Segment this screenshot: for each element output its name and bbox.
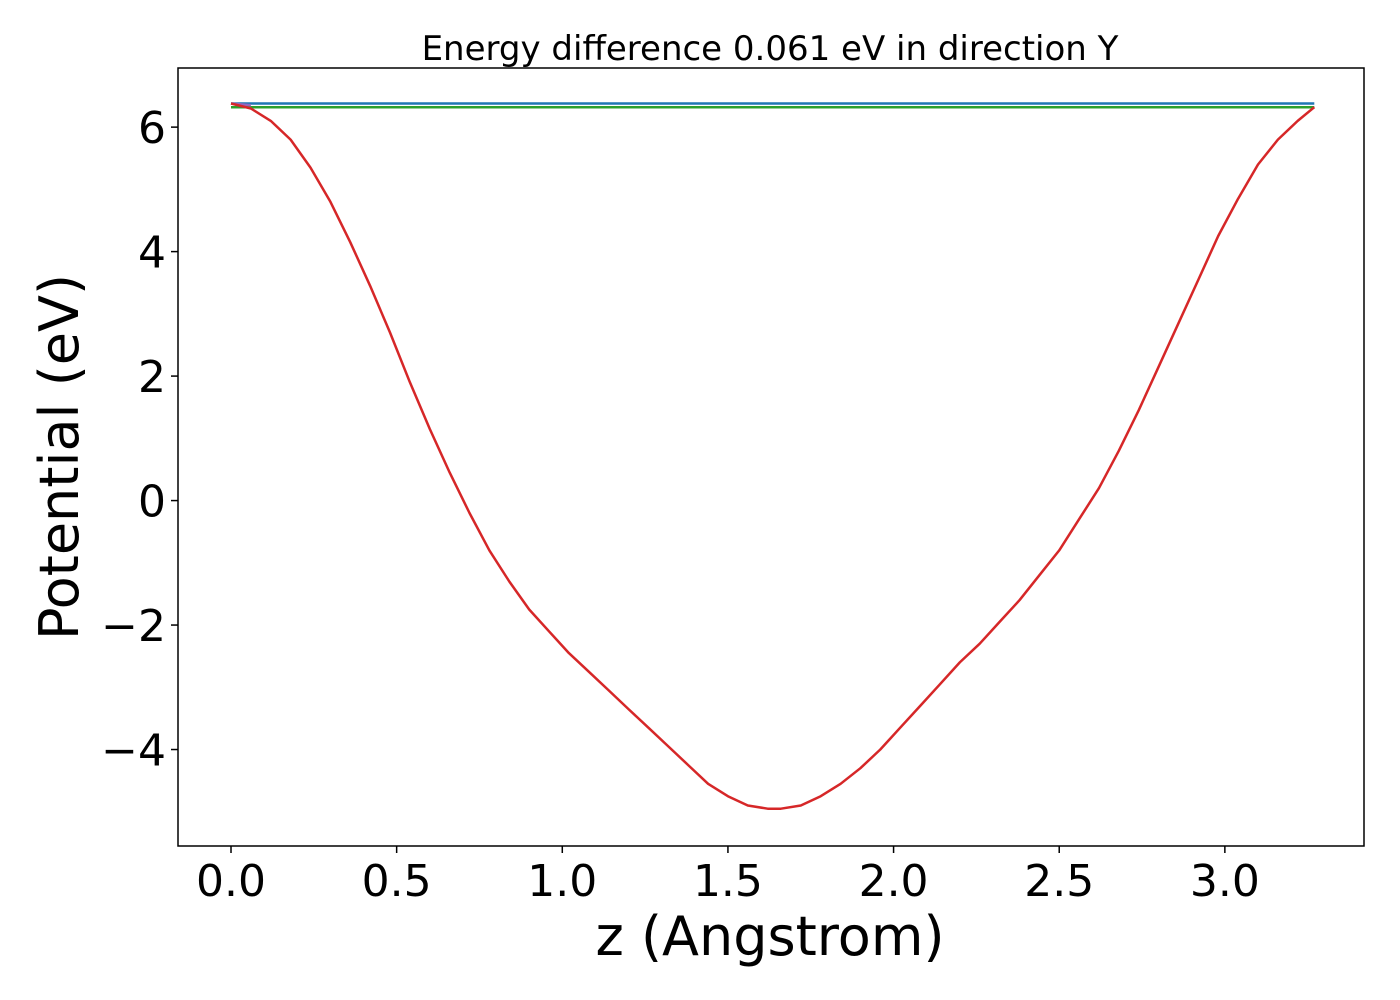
chart-title: Energy difference 0.061 eV in direction … bbox=[422, 29, 1119, 69]
x-tick-label: 2.0 bbox=[859, 856, 929, 907]
x-tick-label: 2.5 bbox=[1024, 856, 1094, 907]
y-tick-label: 0 bbox=[138, 477, 166, 528]
y-axis-label: Potential (eV) bbox=[28, 274, 91, 640]
y-tick-label: −4 bbox=[101, 726, 166, 777]
x-tick-label: 1.5 bbox=[693, 856, 763, 907]
y-tick-label: −2 bbox=[101, 601, 166, 652]
x-axis-ticks: 0.0 0.5 1.0 1.5 2.0 2.5 3.0 bbox=[196, 846, 1260, 907]
plot-frame bbox=[177, 67, 1365, 847]
x-tick-label: 0.0 bbox=[196, 856, 266, 907]
x-tick-label: 0.5 bbox=[362, 856, 432, 907]
plot-series bbox=[230, 102, 1316, 810]
x-tick-label: 3.0 bbox=[1190, 856, 1260, 907]
y-axis-ticks: −4 −2 0 2 4 6 bbox=[101, 103, 178, 777]
x-axis-label: z (Angstrom) bbox=[595, 905, 944, 968]
y-tick-label: 6 bbox=[138, 103, 166, 154]
x-tick-label: 1.0 bbox=[527, 856, 597, 907]
y-tick-label: 2 bbox=[138, 352, 166, 403]
y-tick-label: 4 bbox=[138, 228, 166, 279]
series-line-3 bbox=[230, 102, 1316, 810]
